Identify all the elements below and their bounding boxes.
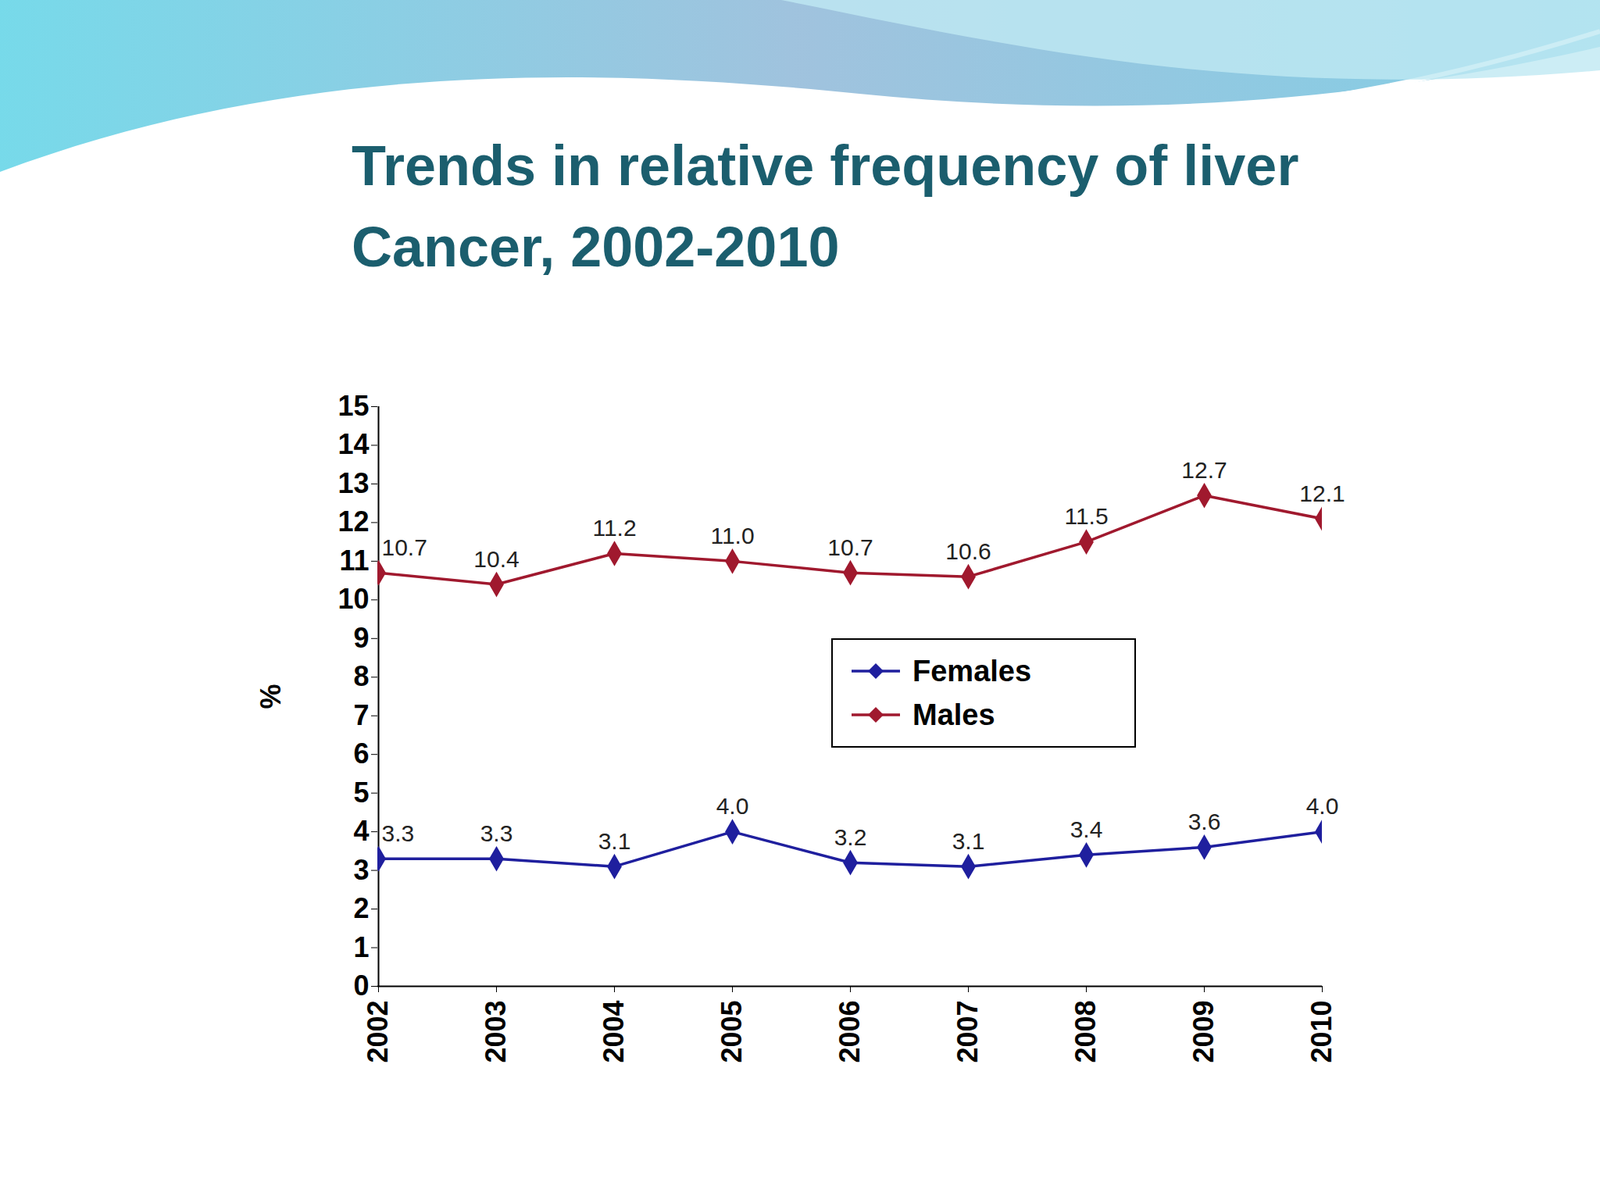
svg-text:4.0: 4.0	[716, 792, 750, 819]
svg-text:13: 13	[337, 467, 369, 500]
svg-text:3.3: 3.3	[480, 820, 514, 847]
svg-text:0: 0	[353, 969, 369, 1002]
svg-text:15: 15	[337, 389, 369, 422]
svg-text:4: 4	[353, 814, 369, 847]
svg-text:12: 12	[337, 505, 369, 538]
svg-text:3.1: 3.1	[952, 828, 986, 854]
svg-text:10.7: 10.7	[827, 534, 873, 561]
svg-text:4.0: 4.0	[1306, 792, 1340, 819]
svg-text:11.0: 11.0	[710, 522, 754, 549]
svg-text:2010: 2010	[1305, 1000, 1338, 1064]
html-text:Trends in relative frequency o: Trends in relative frequency of liver Ca…	[351, 134, 1299, 279]
svg-text:3.6: 3.6	[1188, 808, 1222, 835]
svg-text:2: 2	[353, 892, 369, 925]
svg-text:10: 10	[337, 582, 369, 615]
svg-text:7: 7	[353, 699, 369, 732]
svg-text:9: 9	[353, 621, 369, 654]
svg-text:2003: 2003	[479, 1000, 512, 1064]
svg-text:2009: 2009	[1187, 1000, 1220, 1064]
svg-text:3.3: 3.3	[382, 820, 415, 847]
svg-text:14: 14	[337, 428, 369, 461]
svg-text:11: 11	[339, 544, 369, 577]
svg-text:1: 1	[353, 931, 369, 964]
svg-text:3: 3	[353, 853, 369, 886]
svg-text:12.7: 12.7	[1181, 457, 1227, 483]
svg-text:3.1: 3.1	[598, 828, 632, 854]
svg-text:11.5: 11.5	[1064, 503, 1108, 529]
svg-text:10.4: 10.4	[473, 546, 519, 572]
svg-text:3.2: 3.2	[834, 824, 868, 850]
html-text:Males: Males	[912, 698, 995, 731]
html-text:Females: Females	[912, 654, 1032, 688]
svg-text:%: %	[254, 683, 287, 709]
svg-text:2007: 2007	[951, 1000, 984, 1064]
svg-text:6: 6	[353, 737, 369, 770]
svg-text:11.2: 11.2	[592, 514, 636, 541]
svg-text:2006: 2006	[833, 1000, 866, 1064]
svg-text:3.4: 3.4	[1070, 816, 1104, 843]
svg-text:2005: 2005	[715, 1000, 748, 1064]
svg-text:2002: 2002	[361, 1000, 394, 1064]
svg-text:2008: 2008	[1069, 1000, 1102, 1064]
svg-text:5: 5	[353, 776, 369, 809]
svg-text:10.6: 10.6	[945, 538, 991, 565]
svg-text:12.1: 12.1	[1299, 480, 1345, 507]
svg-text:2004: 2004	[597, 1000, 630, 1064]
svg-text:10.7: 10.7	[382, 534, 428, 561]
svg-text:8: 8	[353, 660, 369, 693]
